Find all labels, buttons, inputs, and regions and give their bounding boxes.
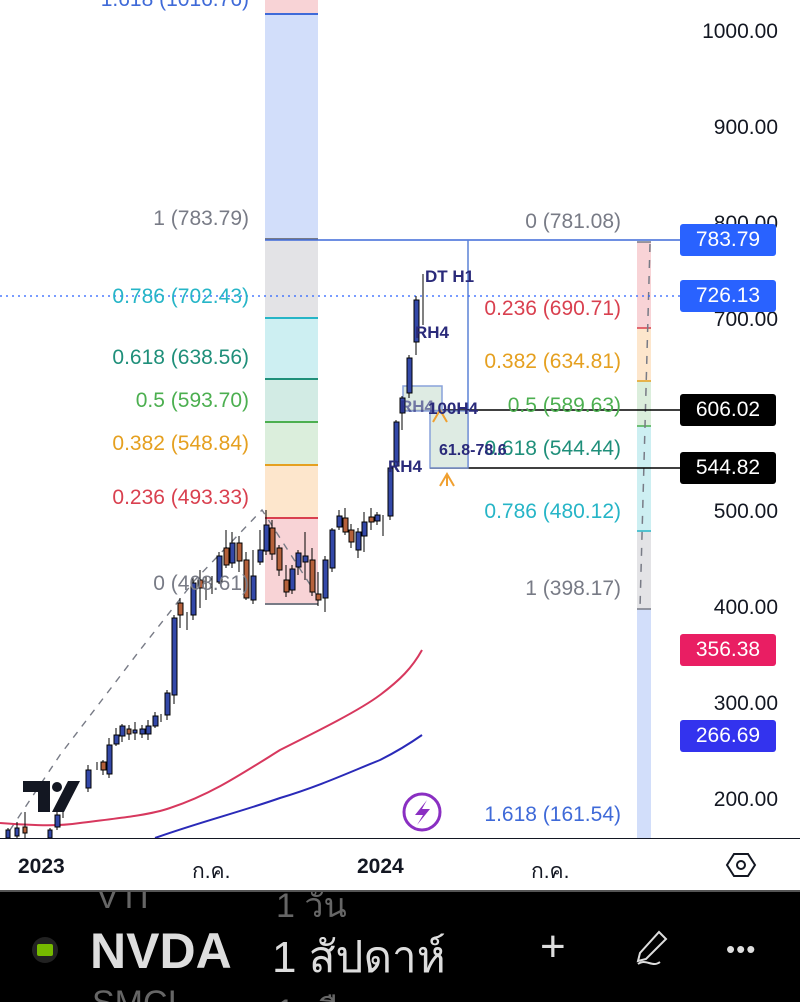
- annotation-zone[interactable]: 61.8-78.6: [439, 442, 507, 459]
- settings-icon[interactable]: [725, 851, 757, 879]
- time-axis[interactable]: 2023 ก.ค. 2024 ก.ค.: [0, 838, 800, 891]
- fib-right-label: 1.618 (161.54): [484, 803, 621, 826]
- fib-right-label: 1 (398.17): [525, 577, 621, 600]
- fib-right-label: 0.5 (589.63): [507, 394, 621, 417]
- price-tick: 500.00: [713, 500, 778, 523]
- price-tick: 400.00: [713, 596, 778, 619]
- time-tick: ก.ค.: [192, 860, 231, 883]
- tradingview-logo-icon: [23, 781, 80, 812]
- fib-left-label: 0.786 (702.43): [112, 285, 249, 308]
- price-tag-ma-red: 356.38: [680, 634, 776, 666]
- annotation-dt-h1[interactable]: DT H1: [425, 267, 475, 286]
- fib-right-band: [637, 241, 651, 838]
- nvidia-logo-icon: [32, 937, 58, 963]
- fib-right-label: 0.382 (634.81): [484, 350, 621, 373]
- lightning-icon: [402, 792, 442, 832]
- fib-left-band: [265, 0, 318, 605]
- annotation-rh4[interactable]: RH4: [415, 323, 450, 342]
- price-tag-line-1: 606.02: [680, 394, 776, 426]
- symbol-option[interactable]: VTI: [96, 890, 149, 916]
- price-tag-ma-blue: 266.69: [680, 720, 776, 752]
- interval-selected[interactable]: 1 สัปดาห์: [272, 933, 446, 982]
- fib-left-label: 1.618 (1016.76): [101, 0, 249, 12]
- price-tag-current: 726.13: [680, 280, 776, 312]
- fib-right-label: 0.236 (690.71): [484, 297, 621, 320]
- price-tick: 200.00: [713, 788, 778, 811]
- price-chart[interactable]: 1000.00 900.00 800.00 700.00 500.00 400.…: [0, 0, 800, 838]
- fib-left-label: 0.618 (638.56): [112, 346, 249, 369]
- price-tick: 900.00: [713, 116, 778, 139]
- candles: [5, 274, 424, 838]
- fib-left-label: 0 (408.61): [153, 572, 249, 595]
- fib-left-label: 1 (783.79): [153, 207, 249, 230]
- draw-pencil-icon[interactable]: [632, 928, 672, 968]
- fib-left-label: 0.236 (493.33): [112, 486, 249, 509]
- interval-option[interactable]: 1 วัน: [276, 890, 347, 925]
- fib-right-label: 0 (781.08): [525, 210, 621, 233]
- time-tick: 2024: [357, 855, 404, 878]
- symbol-selected[interactable]: NVDA: [90, 923, 232, 979]
- annotation-rh4[interactable]: RH4: [400, 397, 435, 416]
- price-tag-line-2: 544.82: [680, 452, 776, 484]
- fib-right-label: 0.786 (480.12): [484, 500, 621, 523]
- annotation-100h4[interactable]: 100H4: [428, 399, 479, 418]
- chart-canvas[interactable]: [0, 0, 800, 838]
- symbol-option[interactable]: SMCI: [92, 984, 177, 1002]
- bottom-toolbar: VTI NVDA SMCI 1 วัน 1 สัปดาห์ 1 เดือน + …: [0, 890, 800, 1002]
- fib-left-label: 0.5 (593.70): [135, 389, 249, 412]
- time-tick: 2023: [18, 855, 65, 878]
- time-tick: ก.ค.: [531, 860, 570, 883]
- annotation-rh4[interactable]: RH4: [388, 457, 423, 476]
- fib-left-label: 0.382 (548.84): [112, 432, 249, 455]
- price-tick: 700.00: [713, 308, 778, 331]
- interval-option[interactable]: 1 เดือน: [276, 984, 382, 1002]
- price-tick: 1000.00: [702, 20, 778, 43]
- price-tick: 300.00: [713, 692, 778, 715]
- add-button[interactable]: +: [540, 922, 566, 971]
- fib-right-label: 0.618 (544.44): [484, 437, 621, 460]
- more-button[interactable]: •••: [726, 934, 757, 964]
- price-tag-fib-high: 783.79: [680, 224, 776, 256]
